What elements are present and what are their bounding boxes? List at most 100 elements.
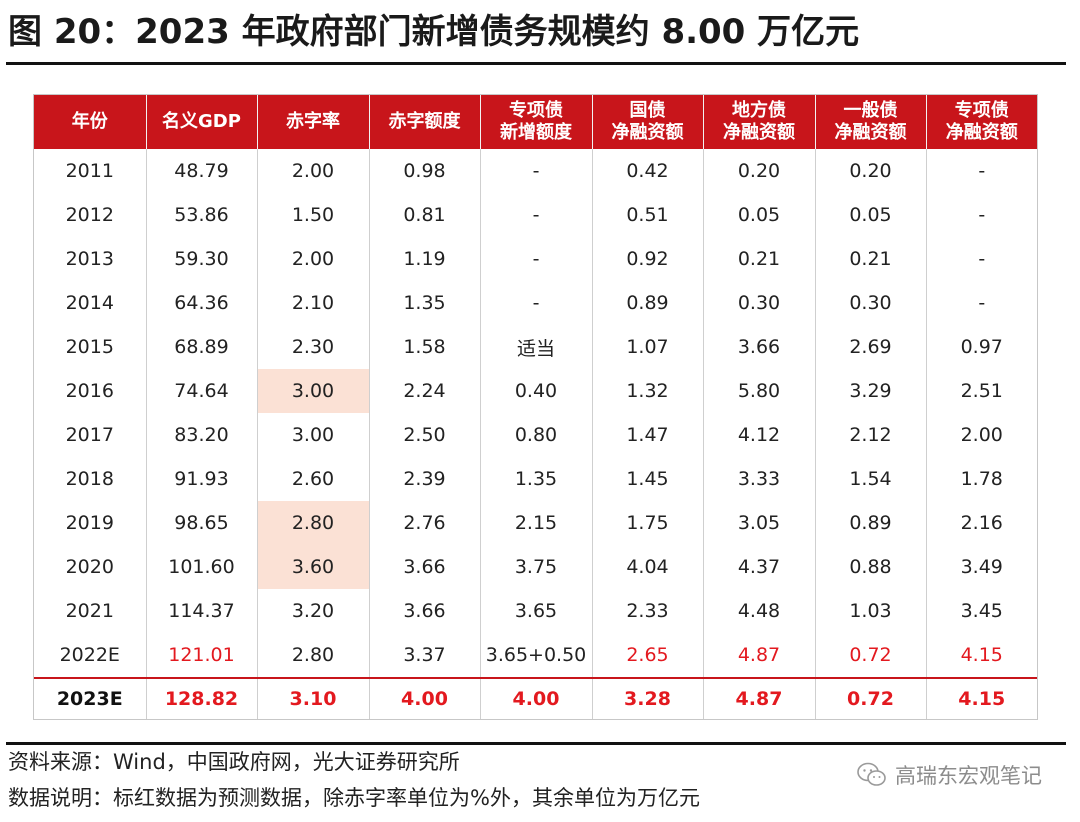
value-cell: 2.69 [815,325,927,369]
value-cell: 101.60 [146,545,258,589]
value-cell: 2.24 [369,369,481,413]
value-cell: 3.29 [815,369,927,413]
table-row: 2012 53.86 1.50 0.81-0.51 0.05 0.05- [34,193,1037,237]
value-cell: - [480,149,593,193]
value-cell: 1.54 [815,457,927,501]
source-note: 资料来源：Wind，中国政府网，光大证券研究所 [8,750,460,774]
value-cell: 0.21 [703,237,816,281]
value-cell: 0.21 [815,237,927,281]
table-row: 2019 98.65 2.80 2.76 2.15 1.75 3.05 0.89 2.16 [34,501,1037,545]
footer-divider [6,742,1066,745]
value-cell: 1.45 [592,457,704,501]
watermark: 高瑞东宏观笔记 [857,760,1042,790]
value-cell: 1.78 [960,468,1003,490]
value-cell: 3.33 [703,457,816,501]
value-cell: 3.10 [257,677,370,719]
value-cell: 3.00 [257,413,370,457]
value-cell: 2.80 [257,501,370,545]
value-cell: 1.19 [369,237,481,281]
header-year: 年份 [34,95,147,149]
table-row: 2023E 128.82 3.10 4.00 4.00 3.28 4.87 0.72 4.15 [34,677,1037,719]
header-special-bond-quota: 专项债 新增额度 [480,95,593,149]
header-local-bond-net-financing: 地方债 净融资额 [703,95,816,149]
debt-table: 年份 名义GDP 赤字率 赤字额度 专项债 新增额度 国债 净融资额 地方债 净融资额… [34,95,1037,719]
value-cell: 1.75 [592,501,704,545]
value-cell: 2.65 [592,633,704,678]
value-cell: 2.60 [257,457,370,501]
value-cell: 3.75 [480,545,593,589]
value-cell: 3.45 [960,600,1003,622]
value-cell: 3.65+0.50 [480,633,593,678]
value-cell: 0.05 [815,193,927,237]
value-cell: 3.66 [369,545,481,589]
table-row: 2017 83.20 3.00 2.50 0.80 1.47 4.12 2.12 2.00 [34,413,1037,457]
value-cell: 1.35 [369,281,481,325]
value-cell: 53.86 [146,193,258,237]
table-row: 2015 68.89 2.30 1.58 适当 1.07 3.66 2.69 0.97 [34,325,1037,369]
year-cell: 2023E [34,677,147,719]
value-cell: 0.30 [815,281,927,325]
page-title: 图 20：2023 年政府部门新增债务规模约 8.00 万亿元 [8,12,860,52]
header-nominal-gdp: 名义GDP [146,95,258,149]
year-cell: 2012 [34,193,147,237]
value-cell: 1.03 [815,589,927,633]
value-cell: 2.39 [369,457,481,501]
value-cell: 128.82 [146,677,258,719]
value-cell: 5.80 [703,369,816,413]
header-special-bond-net-financing: 专项债 净融资额 [926,95,1037,149]
value-cell: - [978,292,986,314]
year-cell: 2015 [34,325,147,369]
table-row: 2018 91.93 2.60 2.39 1.35 1.45 3.33 1.54 1.78 [34,457,1037,501]
value-cell: 2.80 [257,633,370,678]
table-row: 2020 101.60 3.60 3.66 3.75 4.04 4.37 0.88 3.49 [34,545,1037,589]
value-cell: 68.89 [146,325,258,369]
value-cell: 0.89 [592,281,704,325]
value-cell: 0.98 [369,149,481,193]
value-cell: 4.87 [703,677,816,719]
value-cell: 0.89 [815,501,927,545]
value-cell: 4.00 [480,677,593,719]
header-deficit-rate: 赤字率 [257,95,370,149]
value-cell: - [978,248,986,270]
value-cell: 0.72 [815,633,927,678]
value-cell: 1.35 [480,457,593,501]
value-cell: 0.92 [592,237,704,281]
value-cell: 74.64 [146,369,258,413]
value-cell: 3.49 [960,556,1003,578]
value-cell: 2.00 [960,424,1003,446]
year-cell: 2022E [34,633,147,678]
table-row: 2011 48.79 2.00 0.98-0.42 0.20 0.20- [34,149,1037,193]
value-cell: 3.20 [257,589,370,633]
value-cell: 0.97 [960,336,1003,358]
value-cell: 3.05 [703,501,816,545]
value-cell: 48.79 [146,149,258,193]
header-treasury-net-financing: 国债 净融资额 [592,95,704,149]
value-cell: 0.05 [703,193,816,237]
table-row: 2014 64.36 2.10 1.35-0.89 0.30 0.30- [34,281,1037,325]
value-cell: 1.58 [369,325,481,369]
value-cell: - [480,281,593,325]
value-cell: 3.28 [592,677,704,719]
value-cell: 1.50 [257,193,370,237]
header-deficit-amount: 赤字额度 [369,95,481,149]
data-note: 数据说明：标红数据为预测数据，除赤字率单位为%外，其余单位为万亿元 [8,786,700,810]
value-cell: 0.42 [592,149,704,193]
value-cell: 2.50 [369,413,481,457]
value-cell: - [480,193,593,237]
value-cell: 适当 [480,325,593,369]
value-cell: 1.47 [592,413,704,457]
value-cell: 0.40 [480,369,593,413]
debt-table-container: 年份 名义GDP 赤字率 赤字额度 专项债 新增额度 国债 净融资额 地方债 净融资额… [33,94,1038,720]
value-cell: 83.20 [146,413,258,457]
value-cell: 3.00 [257,369,370,413]
value-cell: 4.12 [703,413,816,457]
value-cell: 2.00 [257,237,370,281]
value-cell: 114.37 [146,589,258,633]
value-cell: 2.30 [257,325,370,369]
value-cell: 4.37 [703,545,816,589]
year-cell: 2016 [34,369,147,413]
value-cell: 59.30 [146,237,258,281]
value-cell: 121.01 [146,633,258,678]
value-cell: 2.15 [480,501,593,545]
value-cell: 0.20 [815,149,927,193]
